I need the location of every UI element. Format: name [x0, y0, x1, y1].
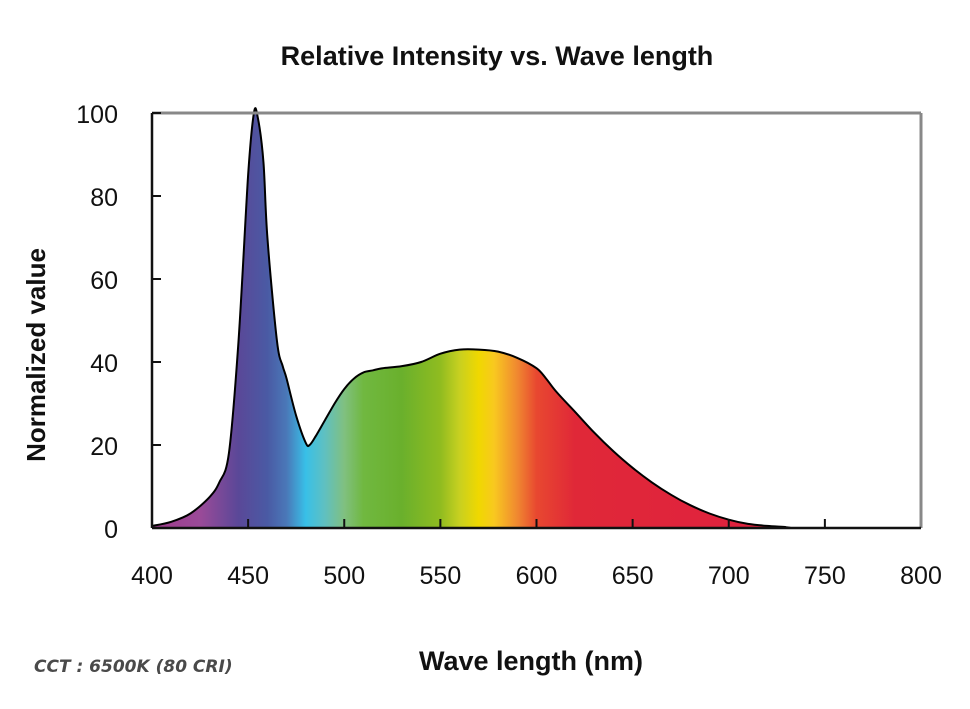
y-tick-label: 0 — [104, 516, 118, 544]
x-tick-label: 600 — [516, 562, 558, 590]
y-tick-label: 100 — [76, 101, 118, 129]
x-ticks: 400 450 500 550 600 650 700 750 800 — [131, 519, 942, 590]
chart-title: Relative Intensity vs. Wave length — [281, 41, 714, 71]
cct-annotation: CCT : 6500K (80 CRI) — [34, 657, 233, 677]
x-tick-label: 400 — [131, 562, 173, 590]
x-tick-label: 450 — [227, 562, 269, 590]
x-tick-label: 800 — [900, 562, 942, 590]
x-tick-label: 750 — [804, 562, 846, 590]
spectrum-area — [152, 108, 921, 528]
x-axis-label: Wave length (nm) — [419, 646, 643, 676]
y-tick-label: 20 — [90, 433, 118, 461]
x-tick-label: 550 — [420, 562, 462, 590]
y-tick-label: 40 — [90, 350, 118, 378]
x-tick-label: 700 — [708, 562, 750, 590]
x-tick-label: 500 — [323, 562, 365, 590]
x-tick-label: 650 — [612, 562, 654, 590]
y-axis-label: Normalized value — [21, 248, 51, 462]
y-tick-label: 60 — [90, 267, 118, 295]
y-tick-label: 80 — [90, 184, 118, 212]
y-ticks: 0 20 40 60 80 100 — [76, 101, 161, 544]
plot-area: 400 450 500 550 600 650 700 750 800 0 20 40 60 80 100 — [76, 101, 942, 590]
